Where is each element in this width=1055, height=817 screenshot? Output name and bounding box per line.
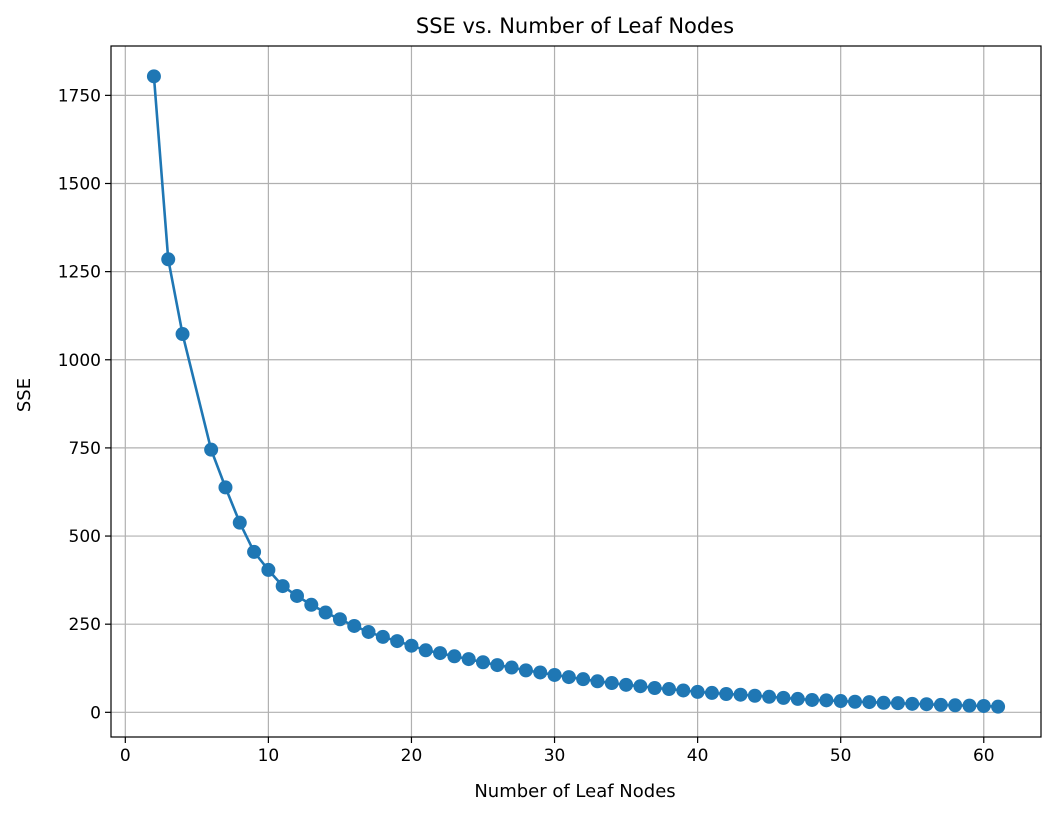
data-point — [447, 649, 462, 664]
data-point — [590, 674, 605, 689]
data-point — [733, 687, 748, 702]
data-point — [375, 629, 390, 644]
data-point — [332, 612, 347, 627]
x-tick-label: 10 — [258, 746, 280, 766]
data-point — [247, 544, 262, 559]
data-point — [518, 663, 533, 678]
data-point — [647, 680, 662, 695]
data-point — [719, 686, 734, 701]
x-tick-label: 50 — [830, 746, 852, 766]
marker-layer — [146, 69, 1006, 714]
data-point — [318, 605, 333, 620]
data-point — [833, 694, 848, 709]
y-tick-label: 1250 — [58, 263, 101, 283]
y-tick-label: 1000 — [58, 351, 101, 371]
data-point — [404, 638, 419, 653]
data-point — [433, 646, 448, 661]
data-point — [933, 697, 948, 712]
data-point — [161, 252, 176, 267]
data-point — [633, 679, 648, 694]
data-point — [962, 698, 977, 713]
data-point — [261, 562, 276, 577]
data-point — [175, 327, 190, 342]
data-point — [848, 694, 862, 709]
data-point — [232, 515, 247, 530]
data-point — [461, 652, 476, 667]
grid-layer — [111, 46, 1041, 737]
y-axis-ticks: 0 250 500 750 1000 1250 1500 1750 — [58, 86, 111, 723]
data-point — [146, 69, 161, 84]
x-tick-label: 60 — [973, 746, 995, 766]
data-point — [991, 699, 1006, 714]
data-point — [890, 696, 905, 711]
y-tick-label: 1750 — [58, 86, 101, 106]
y-tick-label: 0 — [90, 703, 101, 723]
data-point — [747, 688, 762, 703]
data-point — [476, 655, 490, 670]
data-point — [690, 684, 705, 699]
data-point — [547, 667, 562, 682]
data-point — [948, 698, 963, 713]
data-point — [905, 696, 920, 711]
data-point — [533, 665, 548, 680]
data-point — [805, 692, 820, 707]
data-point — [862, 695, 877, 710]
x-tick-label: 0 — [120, 746, 131, 766]
x-axis-label: Number of Leaf Nodes — [474, 781, 675, 802]
data-point — [704, 685, 719, 700]
y-axis-label: SSE — [14, 378, 35, 412]
y-tick-label: 1500 — [58, 174, 101, 194]
y-tick-label: 250 — [69, 615, 101, 635]
data-point — [676, 683, 691, 698]
data-point — [504, 660, 519, 675]
data-point — [418, 643, 433, 658]
data-point — [561, 670, 576, 685]
data-point — [490, 658, 505, 673]
data-point — [576, 672, 591, 687]
data-point — [204, 442, 219, 457]
x-tick-label: 30 — [544, 746, 566, 766]
data-point — [275, 579, 290, 594]
data-point — [819, 693, 834, 708]
data-point — [776, 690, 791, 705]
y-tick-label: 750 — [69, 439, 101, 459]
x-tick-label: 20 — [401, 746, 423, 766]
data-point — [876, 695, 891, 710]
data-point — [304, 597, 319, 612]
chart-title: SSE vs. Number of Leaf Nodes — [416, 14, 734, 38]
data-point — [290, 588, 304, 603]
data-point — [919, 697, 934, 712]
series-line — [152, 76, 999, 708]
data-point — [604, 676, 619, 691]
data-point — [218, 480, 233, 495]
data-point — [662, 682, 676, 697]
data-point — [976, 698, 991, 713]
data-point — [790, 691, 805, 706]
y-tick-label: 500 — [69, 527, 101, 547]
data-point — [347, 618, 362, 633]
data-point — [762, 689, 777, 704]
data-point — [619, 677, 634, 692]
data-point — [390, 634, 405, 649]
series-line-layer — [152, 76, 999, 708]
data-point — [361, 624, 376, 639]
x-tick-label: 40 — [687, 746, 709, 766]
x-axis-ticks: 0 10 20 30 40 50 60 — [120, 737, 995, 766]
plot-frame — [110, 45, 1042, 738]
